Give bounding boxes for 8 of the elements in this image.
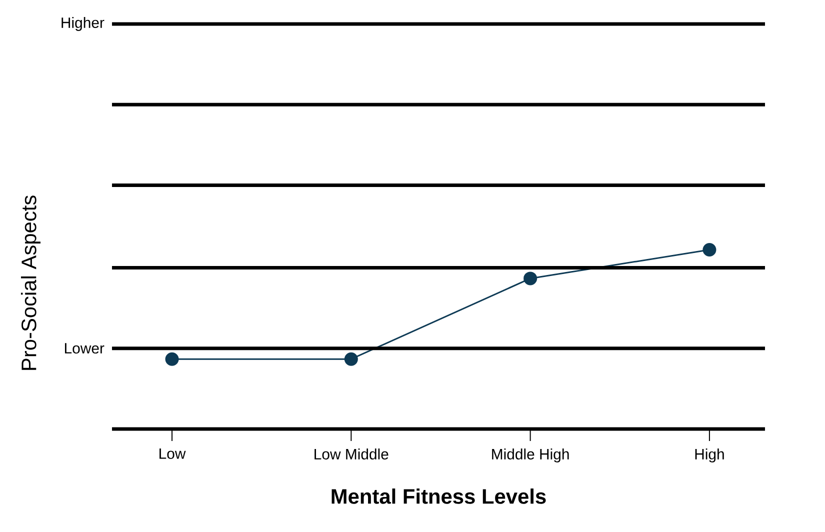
x-tick-label: Low [160, 448, 186, 459]
x-tick-label: High [695, 448, 724, 462]
x-axis-title: Mental Fitness Levels [332, 488, 546, 504]
y-axis-title: Pro-Social Aspects [20, 196, 40, 370]
ref-line-label: Lower [64, 343, 104, 354]
x-tick-label: Low Middle [314, 448, 388, 460]
ref-line-label: Higher [62, 17, 104, 31]
x-tick-label: Middle High [492, 448, 569, 462]
